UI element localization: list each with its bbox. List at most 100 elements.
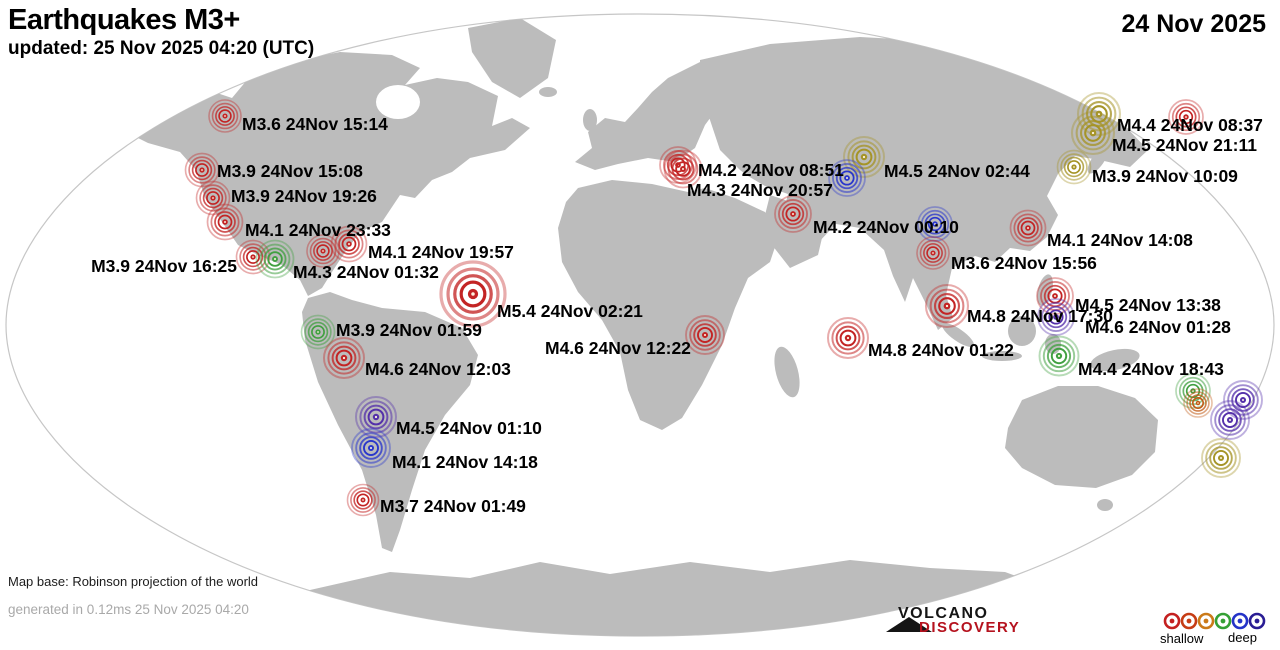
quake-marker[interactable]	[685, 315, 725, 355]
island-madagascar	[774, 346, 800, 398]
quake-ring	[459, 280, 487, 308]
quake-marker[interactable]	[663, 149, 703, 189]
quake-label[interactable]: M4.5 24Nov 13:38	[1075, 295, 1221, 315]
quake-label[interactable]: M4.1 24Nov 23:33	[245, 220, 391, 240]
legend-ring-dot	[1254, 618, 1260, 624]
quake-marker[interactable]	[917, 206, 953, 242]
quake-label[interactable]: M3.9 24Nov 10:09	[1092, 166, 1238, 186]
quake-center-highlight	[1027, 227, 1029, 229]
quake-ring	[184, 152, 220, 188]
quake-ring	[938, 297, 956, 315]
quake-label[interactable]: M4.6 24Nov 12:22	[545, 338, 691, 358]
quake-label[interactable]: M3.6 24Nov 15:56	[951, 253, 1097, 273]
continent-north-america	[118, 52, 530, 296]
quake-ring	[239, 243, 267, 271]
quake-marker[interactable]	[924, 283, 970, 329]
quake-ring	[191, 159, 213, 181]
quake-label[interactable]: M4.1 24Nov 14:08	[1047, 230, 1193, 250]
quake-ring	[188, 156, 216, 184]
quake-label[interactable]: M4.8 24Nov 01:22	[868, 340, 1014, 360]
quake-marker[interactable]	[1076, 91, 1122, 137]
quake-ring	[300, 314, 336, 350]
quake-marker[interactable]	[774, 195, 812, 233]
quake-marker[interactable]	[346, 483, 380, 517]
quake-label[interactable]: M4.8 24Nov 17:30	[967, 306, 1113, 326]
quake-ring	[208, 99, 242, 133]
quake-marker[interactable]	[323, 337, 365, 379]
quake-marker[interactable]	[1038, 335, 1080, 377]
quake-marker[interactable]	[916, 236, 950, 270]
quake-marker[interactable]	[827, 317, 869, 359]
quake-center-highlight	[1055, 316, 1057, 318]
quake-marker[interactable]	[235, 239, 271, 275]
quake-label[interactable]: M4.6 24Nov 01:28	[1085, 317, 1231, 337]
quake-marker[interactable]	[300, 314, 336, 350]
quake-label[interactable]: M4.1 24Nov 14:18	[392, 452, 538, 472]
quake-label[interactable]: M4.2 24Nov 00:10	[813, 217, 959, 237]
quake-marker[interactable]	[843, 136, 885, 178]
quake-label[interactable]: M4.2 24Nov 08:51	[698, 160, 844, 180]
hudson-bay	[376, 85, 420, 119]
quake-marker[interactable]	[1070, 110, 1116, 156]
quake-marker[interactable]	[828, 159, 866, 197]
quake-ring	[916, 236, 950, 270]
quake-center-highlight	[348, 243, 350, 245]
quake-label[interactable]: M4.5 24Nov 21:11	[1112, 135, 1257, 155]
quake-ring	[1186, 391, 1210, 415]
quake-label[interactable]: M3.9 24Nov 19:26	[231, 186, 377, 206]
peninsula-arabia	[765, 195, 825, 268]
quake-marker[interactable]	[1009, 209, 1047, 247]
volcano-discovery-logo[interactable]: VOLCANO DISCOVERY	[884, 604, 1054, 640]
quake-ring	[206, 203, 244, 241]
quake-ring	[927, 216, 943, 232]
quake-marker[interactable]	[1037, 298, 1075, 336]
quake-ring	[356, 493, 370, 507]
quake-label[interactable]: M4.4 24Nov 08:37	[1117, 115, 1263, 135]
quake-marker[interactable]	[355, 396, 397, 438]
quake-marker[interactable]	[1201, 438, 1241, 478]
quake-label[interactable]: M4.4 24Nov 18:43	[1078, 359, 1224, 379]
quake-label[interactable]: M3.9 24Nov 15:08	[217, 161, 363, 181]
quake-label[interactable]: M4.3 24Nov 20:57	[687, 180, 833, 200]
quake-center-highlight	[1057, 354, 1061, 358]
quake-ring	[929, 288, 965, 324]
quake-label[interactable]: M3.9 24Nov 01:59	[336, 320, 482, 340]
quake-label[interactable]: M3.9 24Nov 16:25	[91, 256, 237, 276]
quake-marker[interactable]	[208, 99, 242, 133]
quake-marker[interactable]	[1168, 99, 1204, 135]
legend-deep-label: deep	[1228, 630, 1257, 645]
quake-label[interactable]: M4.1 24Nov 19:57	[368, 242, 514, 262]
quake-marker[interactable]	[439, 260, 507, 328]
quake-ring	[306, 234, 340, 268]
quake-marker[interactable]	[306, 234, 340, 268]
quake-label[interactable]: M4.6 24Nov 12:03	[365, 359, 511, 379]
quake-label[interactable]: M4.5 24Nov 02:44	[884, 161, 1030, 181]
island-sumatra	[942, 323, 974, 347]
quake-marker[interactable]	[206, 203, 244, 241]
quake-ring	[924, 213, 946, 235]
quake-center-highlight	[471, 292, 475, 296]
quake-marker[interactable]	[184, 152, 220, 188]
quake-center-highlight	[273, 257, 277, 261]
quake-marker[interactable]	[351, 428, 391, 468]
quake-marker[interactable]	[1223, 380, 1263, 420]
quake-ring	[855, 148, 873, 166]
quake-ring	[217, 214, 233, 230]
quake-label[interactable]: M3.7 24Nov 01:49	[380, 496, 526, 516]
quake-label[interactable]: M4.3 24Nov 01:32	[293, 262, 439, 282]
quake-label[interactable]: M4.5 24Nov 01:10	[396, 418, 542, 438]
quake-center-highlight	[1197, 402, 1199, 404]
quake-label[interactable]: M5.4 24Nov 02:21	[497, 301, 643, 321]
quake-label[interactable]: M3.6 24Nov 15:14	[242, 114, 388, 134]
quake-marker[interactable]	[255, 239, 295, 279]
quake-marker[interactable]	[1183, 388, 1213, 418]
depth-legend-rings	[1163, 612, 1266, 630]
quake-marker[interactable]	[330, 225, 368, 263]
quake-center-highlight	[1185, 116, 1187, 118]
quake-ring	[214, 211, 236, 233]
quake-ring	[1209, 446, 1233, 470]
quake-ring	[1178, 109, 1194, 125]
quake-marker[interactable]	[1210, 400, 1250, 440]
quake-ring	[1048, 309, 1064, 325]
quake-marker[interactable]	[1056, 149, 1092, 185]
